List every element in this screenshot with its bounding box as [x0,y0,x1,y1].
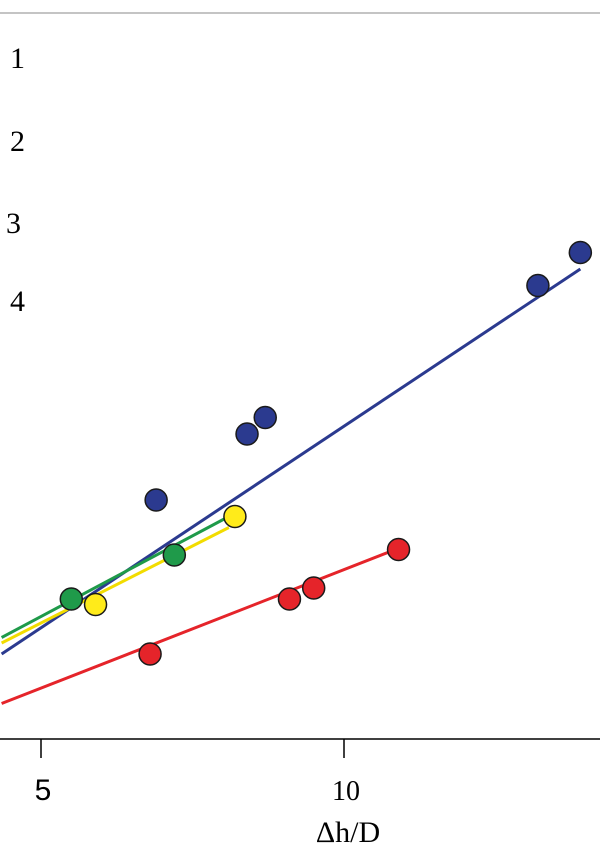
fit-line-series-2 [0,515,230,639]
legend-label-series-2: 2 [10,125,25,158]
data-point-series-4 [277,587,302,611]
legend-label-series-4: 4 [10,285,25,318]
x-tick-label: 10 [332,776,360,807]
data-point-series-1 [568,240,593,265]
data-point-series-4 [386,537,411,562]
data-point-series-2 [162,543,187,567]
data-point-series-1 [235,422,259,446]
legend-label-series-3: 3 [6,207,21,240]
fit-lines [0,267,582,705]
data-point-series-2 [59,587,84,611]
fit-line-series-4 [1,548,397,705]
data-point-series-1 [526,273,550,298]
x-axis-label: Δh/D [316,816,380,845]
fit-line-series-1 [0,267,582,656]
data-point-series-1 [144,488,168,512]
data-points [59,240,593,666]
legend-label-series-1: 1 [10,42,25,75]
legend: 1 2 3 4 [6,42,25,318]
fit-line-series-3 [0,526,230,645]
data-point-series-3 [83,592,108,617]
data-point-series-1 [253,405,277,430]
data-point-series-4 [301,576,326,600]
x-tick-label: 5 [35,774,52,807]
data-point-series-3 [223,504,247,529]
x-axis-ticks: 5 10 [35,739,360,807]
data-point-series-4 [138,642,162,666]
